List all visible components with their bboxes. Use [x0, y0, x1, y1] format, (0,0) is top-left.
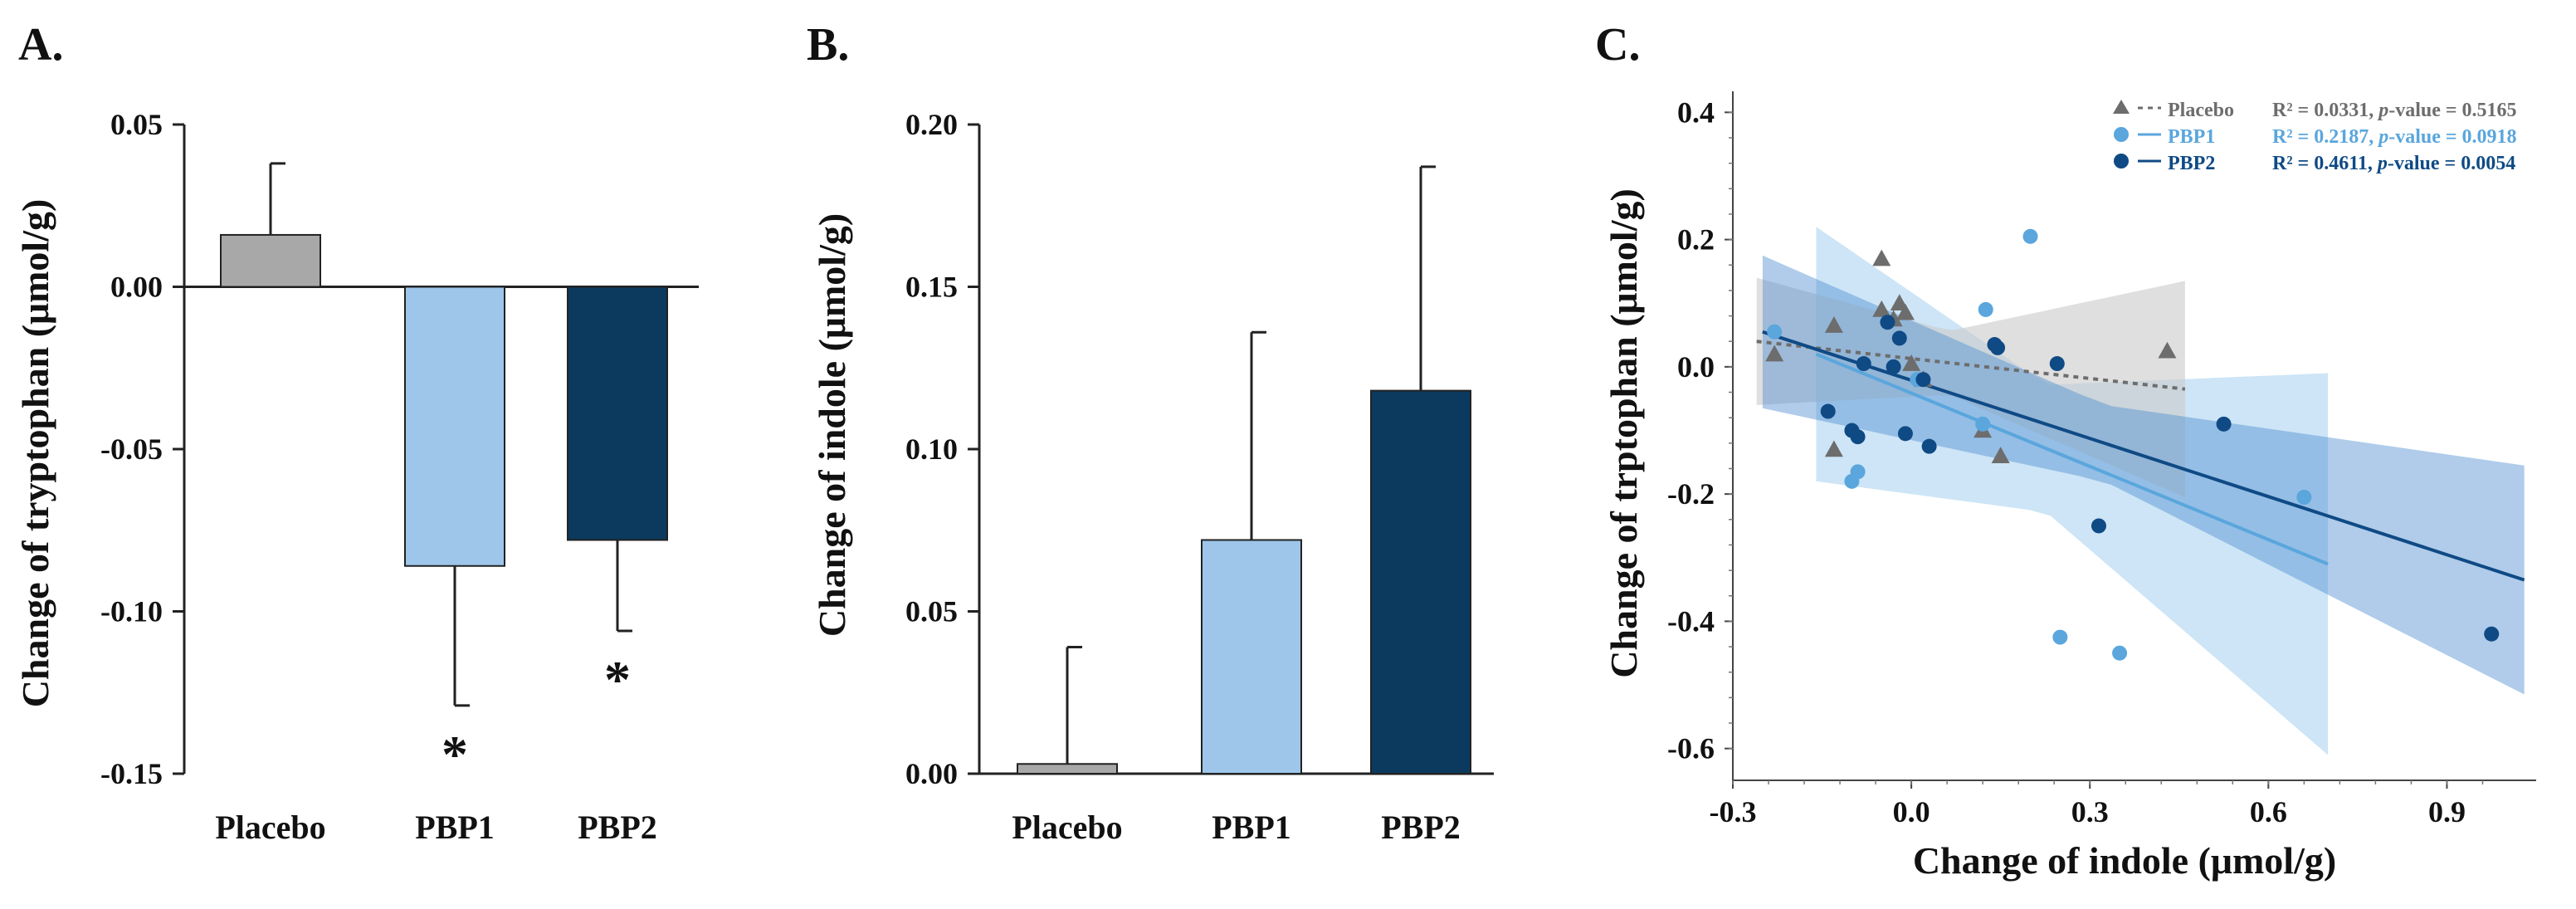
panel-label-c: C.: [1595, 19, 1640, 71]
panel-a-y-axis-title: Change of tryptophan (μmol/g): [14, 199, 56, 708]
pbp2-regression-line: [1762, 330, 2525, 582]
significance-marker: *: [604, 650, 631, 709]
placebo-data-point: [1765, 345, 1784, 362]
legend-marker-pbp2: [2114, 154, 2129, 169]
pbp1-data-point: [1850, 464, 1866, 480]
legend-marker-pbp1: [2114, 127, 2129, 142]
y-tick-label: 0.0: [1677, 350, 1715, 384]
panel-c-y-axis-title: Change of trptophan (μmol/g): [1603, 188, 1645, 678]
significance-marker: *: [442, 725, 468, 784]
x-category-label: Placebo: [215, 809, 325, 846]
placebo-data-point: [1991, 447, 2010, 463]
y-tick-label: 0.2: [1677, 223, 1715, 257]
pbp1-data-point: [2052, 629, 2068, 645]
x-category-label: PBP1: [415, 809, 495, 846]
y-tick-label: 0.20: [905, 108, 958, 141]
panel-b-y-axis-title: Change of indole (μmol/g): [811, 213, 853, 637]
pbp1-data-point: [1975, 416, 1991, 432]
legend-stat-placebo: R² = 0.0331, p-value = 0.5165: [2272, 100, 2517, 121]
y-tick-label: 0.05: [110, 108, 163, 141]
x-tick-label: 0.6: [2250, 795, 2287, 828]
placebo-data-point: [1902, 354, 1921, 371]
pbp1-data-point: [2296, 489, 2312, 505]
pbp2-data-point: [1886, 359, 1901, 374]
bar-pbp1: [1201, 539, 1302, 775]
y-tick-label: 0.00: [110, 271, 163, 304]
pbp2-data-point: [2091, 518, 2106, 534]
y-tick-label: 0.15: [905, 271, 958, 304]
placebo-data-point: [1895, 303, 1915, 320]
placebo-data-point: [1824, 440, 1843, 457]
pbp2-data-point: [1897, 426, 1913, 442]
pbp1-data-point: [2112, 645, 2128, 661]
y-tick-label: 0.05: [905, 595, 958, 628]
legend-stat-pbp1: R² = 0.2187, p-value = 0.0918: [2272, 126, 2517, 148]
placebo-data-point: [2158, 341, 2177, 359]
bar-placebo: [1017, 763, 1118, 775]
pbp2-data-point: [2216, 416, 2232, 432]
x-category-label: PBP2: [578, 809, 657, 846]
pbp2-confidence-band: [1762, 255, 2525, 695]
panel-label-b: B.: [807, 19, 849, 71]
pbp2-data-point: [1990, 340, 2006, 355]
legend-label-placebo: Placebo: [2168, 100, 2234, 121]
pbp1-data-point: [1767, 324, 1783, 340]
y-tick-label: -0.2: [1667, 477, 1715, 511]
pbp2-data-point: [1820, 403, 1836, 419]
x-category-label: Placebo: [1012, 809, 1122, 846]
x-tick-label: 0.9: [2428, 795, 2466, 828]
bar-placebo: [220, 233, 321, 288]
placebo-data-point: [1872, 249, 1891, 266]
panel-c-scatter-plot: 0.4 0.2 0.0 -0.2 -0.4 -0.6 -0.3 0.0 0.3 0.6 0.9 Pla…: [1667, 91, 2536, 828]
legend-label-pbp1: PBP1: [2168, 126, 2215, 148]
placebo-data-point: [1872, 300, 1891, 317]
y-tick-label: 0.10: [905, 433, 958, 466]
y-tick-label: 0.4: [1677, 95, 1715, 129]
pbp2-data-point: [1880, 315, 1895, 330]
y-tick-label: -0.15: [100, 757, 163, 790]
y-tick-label: 0.00: [905, 757, 958, 790]
pbp2-data-point: [2049, 356, 2065, 372]
y-tick-label: -0.05: [100, 433, 163, 466]
pbp2-data-point: [2484, 626, 2500, 642]
pbp2-data-point: [1856, 356, 1871, 372]
placebo-data-point: [1824, 316, 1843, 333]
placebo-regression-line: [1756, 340, 2186, 391]
bar-pbp2: [567, 286, 668, 541]
x-category-label: PBP2: [1381, 809, 1461, 846]
x-tick-label: -0.3: [1710, 795, 1757, 828]
legend-marker-placebo: [2113, 100, 2130, 114]
y-tick-label: -0.10: [100, 595, 163, 628]
pbp1-regression-line: [1815, 352, 2329, 566]
y-tick-label: -0.4: [1667, 604, 1715, 638]
bar-pbp1: [404, 286, 505, 567]
legend-label-pbp2: PBP2: [2168, 153, 2215, 174]
panel-a-tryptophan-bar-chart: 0.05 0.00 -0.05 -0.10 -0.15 Placebo * PBP1 * PBP2: [100, 108, 699, 846]
pbp1-data-point: [2022, 228, 2038, 244]
legend-stat-pbp2: R² = 0.4611, p-value = 0.0054: [2272, 153, 2515, 174]
y-tick-label: -0.6: [1667, 732, 1715, 765]
pbp2-data-point: [1915, 372, 1931, 388]
pbp1-data-point: [1978, 301, 1993, 317]
bar-pbp2: [1370, 389, 1471, 775]
pbp2-data-point: [1921, 438, 1937, 454]
panel-b-indole-bar-chart: 0.20 0.15 0.10 0.05 0.00 Placebo PBP1 PBP2: [905, 108, 1494, 846]
pbp2-data-point: [1850, 429, 1866, 445]
placebo-confidence-band: [1756, 277, 2185, 497]
panel-label-a: A.: [18, 19, 63, 71]
x-tick-label: 0.0: [1893, 795, 1930, 828]
panel-c-x-axis-title: Change of indole (μmol/g): [1913, 839, 2336, 882]
x-tick-label: 0.3: [2071, 795, 2109, 828]
pbp2-data-point: [1891, 330, 1907, 346]
x-category-label: PBP1: [1212, 809, 1291, 846]
